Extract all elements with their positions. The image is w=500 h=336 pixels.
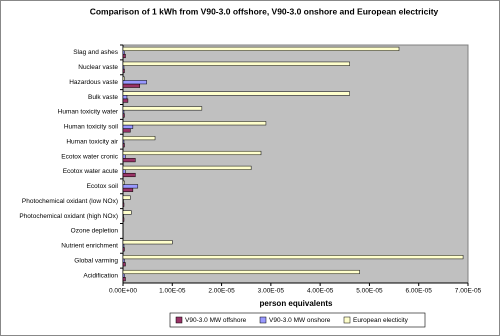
bar xyxy=(122,91,350,96)
bar xyxy=(122,210,132,215)
x-axis-label: person equivalents xyxy=(260,299,333,308)
y-tick-label: Photochemical oxidant (low NOx) xyxy=(22,198,118,205)
bar xyxy=(122,169,126,174)
y-tick-label: Ozone depletion xyxy=(71,228,119,235)
bar xyxy=(122,124,134,129)
bar xyxy=(122,50,125,55)
legend-box xyxy=(169,312,426,328)
bar xyxy=(122,247,125,252)
bar xyxy=(122,258,125,263)
y-tick-label: Acidification xyxy=(83,272,118,279)
y-tick-label: Human toxicity soil xyxy=(64,124,119,131)
bar xyxy=(122,195,131,200)
bar xyxy=(122,172,136,178)
x-tick-label: 3.00E-05 xyxy=(258,288,285,295)
chart-title: Comparison of 1 kWh from V90-3.0 offshor… xyxy=(90,6,439,16)
bar xyxy=(122,76,125,81)
bar xyxy=(122,255,464,260)
x-tick-label: 1.00E-05 xyxy=(159,288,186,295)
bar xyxy=(122,217,125,222)
bar xyxy=(122,154,126,159)
bar xyxy=(122,143,125,148)
bar xyxy=(122,136,156,141)
bar xyxy=(122,121,267,126)
bar xyxy=(122,150,262,156)
legend-label: European electicity xyxy=(353,317,409,324)
y-tick-label: Bulk vaste xyxy=(88,94,118,101)
bar xyxy=(122,109,125,114)
bar xyxy=(122,269,360,275)
bar xyxy=(122,158,136,163)
bar xyxy=(122,180,125,185)
y-tick-label: Global varming xyxy=(74,257,118,264)
legend-label: V90-3.0 MW onshore xyxy=(269,317,331,324)
bar xyxy=(122,273,125,278)
bar xyxy=(122,95,128,100)
bar xyxy=(122,80,147,85)
bar xyxy=(122,184,139,189)
bar xyxy=(122,113,125,118)
y-tick-label: Photochemical oxidant (high NOx) xyxy=(19,213,118,220)
plot-area xyxy=(122,44,469,284)
y-tick-label: Ecotox soil xyxy=(87,183,119,190)
bar xyxy=(122,83,141,88)
x-tick-label: 7.00E-05 xyxy=(455,288,482,295)
bar xyxy=(122,61,350,66)
x-tick-label: 4.00E-05 xyxy=(307,288,334,295)
y-tick-label: Ecotox water acute xyxy=(63,168,119,175)
bar xyxy=(122,277,126,282)
bar xyxy=(122,243,125,248)
x-tick-label: 6.00E-05 xyxy=(406,288,433,295)
x-tick-label: 2.00E-05 xyxy=(208,288,235,295)
bar xyxy=(122,68,125,73)
bar xyxy=(122,98,129,103)
bar xyxy=(122,240,173,245)
bar xyxy=(122,128,131,133)
legend-swatch xyxy=(343,316,351,324)
y-tick-label: Human toxicity water xyxy=(58,109,119,116)
bar xyxy=(122,202,125,207)
bar xyxy=(122,46,400,51)
legend-swatch xyxy=(175,316,183,324)
y-tick-label: Nutrient enrichment xyxy=(61,243,118,250)
x-tick-label: 0.00E+00 xyxy=(109,288,137,295)
bar xyxy=(122,139,125,144)
bar xyxy=(122,262,126,267)
y-tick-label: Ecotox water cronic xyxy=(61,153,118,160)
y-tick-label: Human toxicity air xyxy=(66,138,118,145)
y-tick-label: Slag and ashes xyxy=(73,49,119,56)
x-tick-label: 5.00E-05 xyxy=(356,288,383,295)
bar xyxy=(122,106,203,111)
legend-swatch xyxy=(259,316,267,324)
y-tick-label: Nuclear vaste xyxy=(78,64,118,71)
bar xyxy=(122,165,252,170)
bar xyxy=(122,53,126,59)
bar xyxy=(122,65,125,70)
legend-label: V90-3.0 MW offshore xyxy=(185,317,247,324)
y-tick-label: Hazardous vaste xyxy=(69,79,118,86)
bar xyxy=(122,187,134,192)
